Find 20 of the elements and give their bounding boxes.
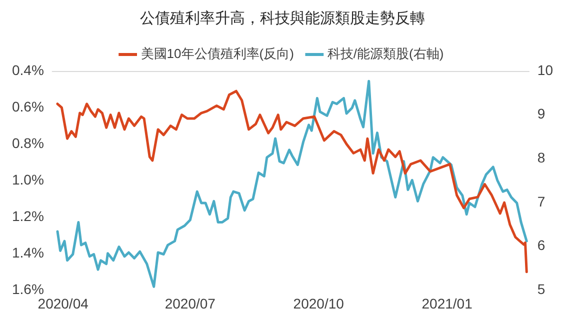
y-tick-label: 0.8%: [12, 134, 44, 151]
x-tick-label: 2020/04: [38, 295, 89, 312]
y2-tick-label: 6: [537, 237, 546, 254]
x-tick-label: 2020/10: [293, 295, 344, 312]
y2-tick-label: 9: [537, 106, 546, 122]
x-tick-label: 2021/01: [422, 295, 473, 312]
x-tick-label: 2020/07: [164, 295, 216, 312]
y2-tick-label: 8: [537, 150, 546, 166]
y2-tick-label: 5: [537, 281, 546, 298]
y-tick-label: 0.4%: [12, 62, 44, 78]
y-tick-label: 0.6%: [12, 98, 44, 114]
y2-tick-label: 10: [537, 62, 554, 78]
y-tick-label: 1.2%: [12, 208, 44, 224]
y-tick-label: 1.4%: [12, 244, 44, 261]
legend-label: 科技/能源類股(右軸): [327, 46, 444, 62]
chart-title: 公債殖利率升高，科技與能源類股走勢反轉: [140, 10, 425, 28]
y-tick-label: 1.0%: [12, 171, 44, 188]
y-tick-label: 1.6%: [12, 281, 44, 298]
y2-tick-label: 7: [537, 193, 546, 210]
legend-label: 美國10年公債殖利率(反向): [140, 46, 294, 62]
